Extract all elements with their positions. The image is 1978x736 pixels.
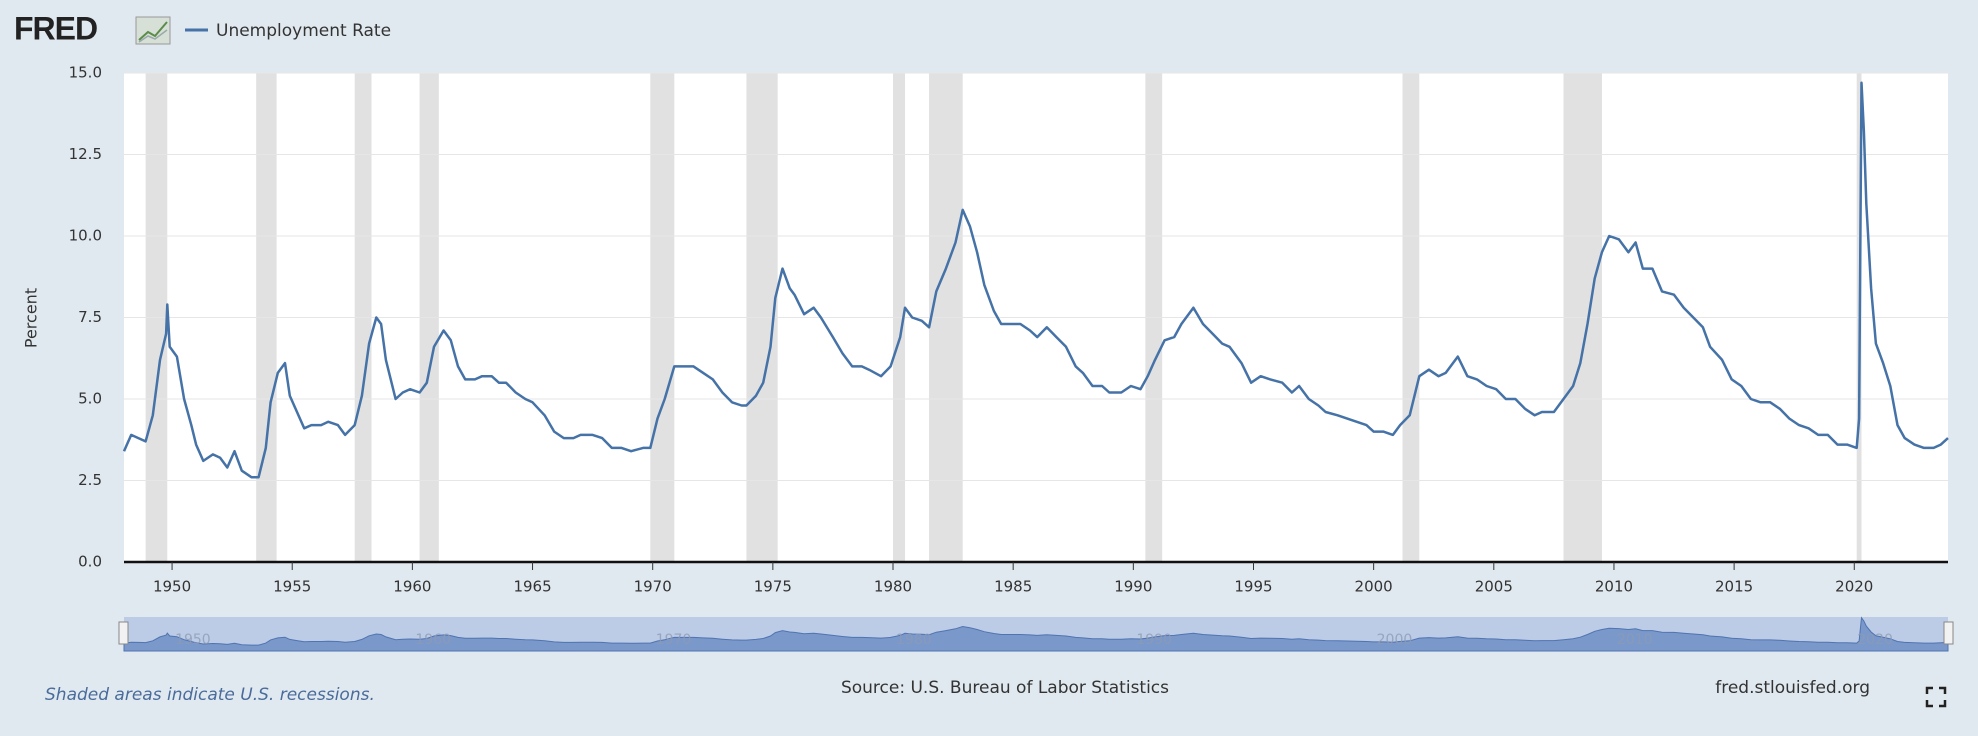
x-tick-label: 1995 <box>1234 578 1272 596</box>
y-tick-label: 2.5 <box>78 471 102 489</box>
y-tick-label: 15.0 <box>69 64 102 82</box>
site-link[interactable]: fred.stlouisfed.org <box>1715 678 1870 698</box>
y-tick-label: 5.0 <box>78 390 102 408</box>
recession-note: Shaded areas indicate U.S. recessions. <box>45 685 375 705</box>
x-tick-label: 1950 <box>153 578 191 596</box>
x-tick-label: 1975 <box>754 578 792 596</box>
x-tick-label: 1970 <box>634 578 672 596</box>
x-tick-label: 1990 <box>1114 578 1152 596</box>
x-tick-label: 2010 <box>1595 578 1633 596</box>
y-axis-label: Percent <box>22 288 41 348</box>
navigator-tick-label: 2020 <box>1857 632 1893 648</box>
navigator-tick-label: 1950 <box>175 632 211 648</box>
navigator-tick-label: 1990 <box>1136 632 1172 648</box>
x-tick-label: 1960 <box>393 578 431 596</box>
x-tick-label: 2015 <box>1715 578 1753 596</box>
logo-icon <box>135 16 171 45</box>
x-tick-label: 1965 <box>513 578 551 596</box>
data-line <box>122 81 1949 479</box>
x-tick-label: 2020 <box>1835 578 1873 596</box>
x-tick-label: 2000 <box>1355 578 1393 596</box>
navigator-tick-label: 2010 <box>1617 632 1653 648</box>
fullscreen-button[interactable] <box>1925 686 1947 708</box>
navigator-tick-label: 1960 <box>415 632 451 648</box>
x-tick-label: 2005 <box>1475 578 1513 596</box>
navigator-tick-label: 2000 <box>1377 632 1413 648</box>
x-tick-label: 1985 <box>994 578 1032 596</box>
y-tick-label: 0.0 <box>78 553 102 571</box>
navigator-handle[interactable] <box>1943 621 1954 645</box>
navigator-tick-label: 1980 <box>896 632 932 648</box>
x-tick-label: 1980 <box>874 578 912 596</box>
y-tick-label: 10.0 <box>69 227 102 245</box>
legend-label[interactable]: Unemployment Rate <box>216 21 391 41</box>
x-tick-label: 1955 <box>273 578 311 596</box>
source: Source: U.S. Bureau of Labor Statistics <box>841 678 1169 698</box>
y-tick-label: 12.5 <box>69 145 102 163</box>
navigator-handle[interactable] <box>118 621 129 645</box>
brand-logo[interactable]: FRED <box>14 10 98 46</box>
navigator-area <box>123 616 1949 652</box>
y-tick-label: 7.5 <box>78 308 102 326</box>
navigator-tick-label: 1970 <box>656 632 692 648</box>
